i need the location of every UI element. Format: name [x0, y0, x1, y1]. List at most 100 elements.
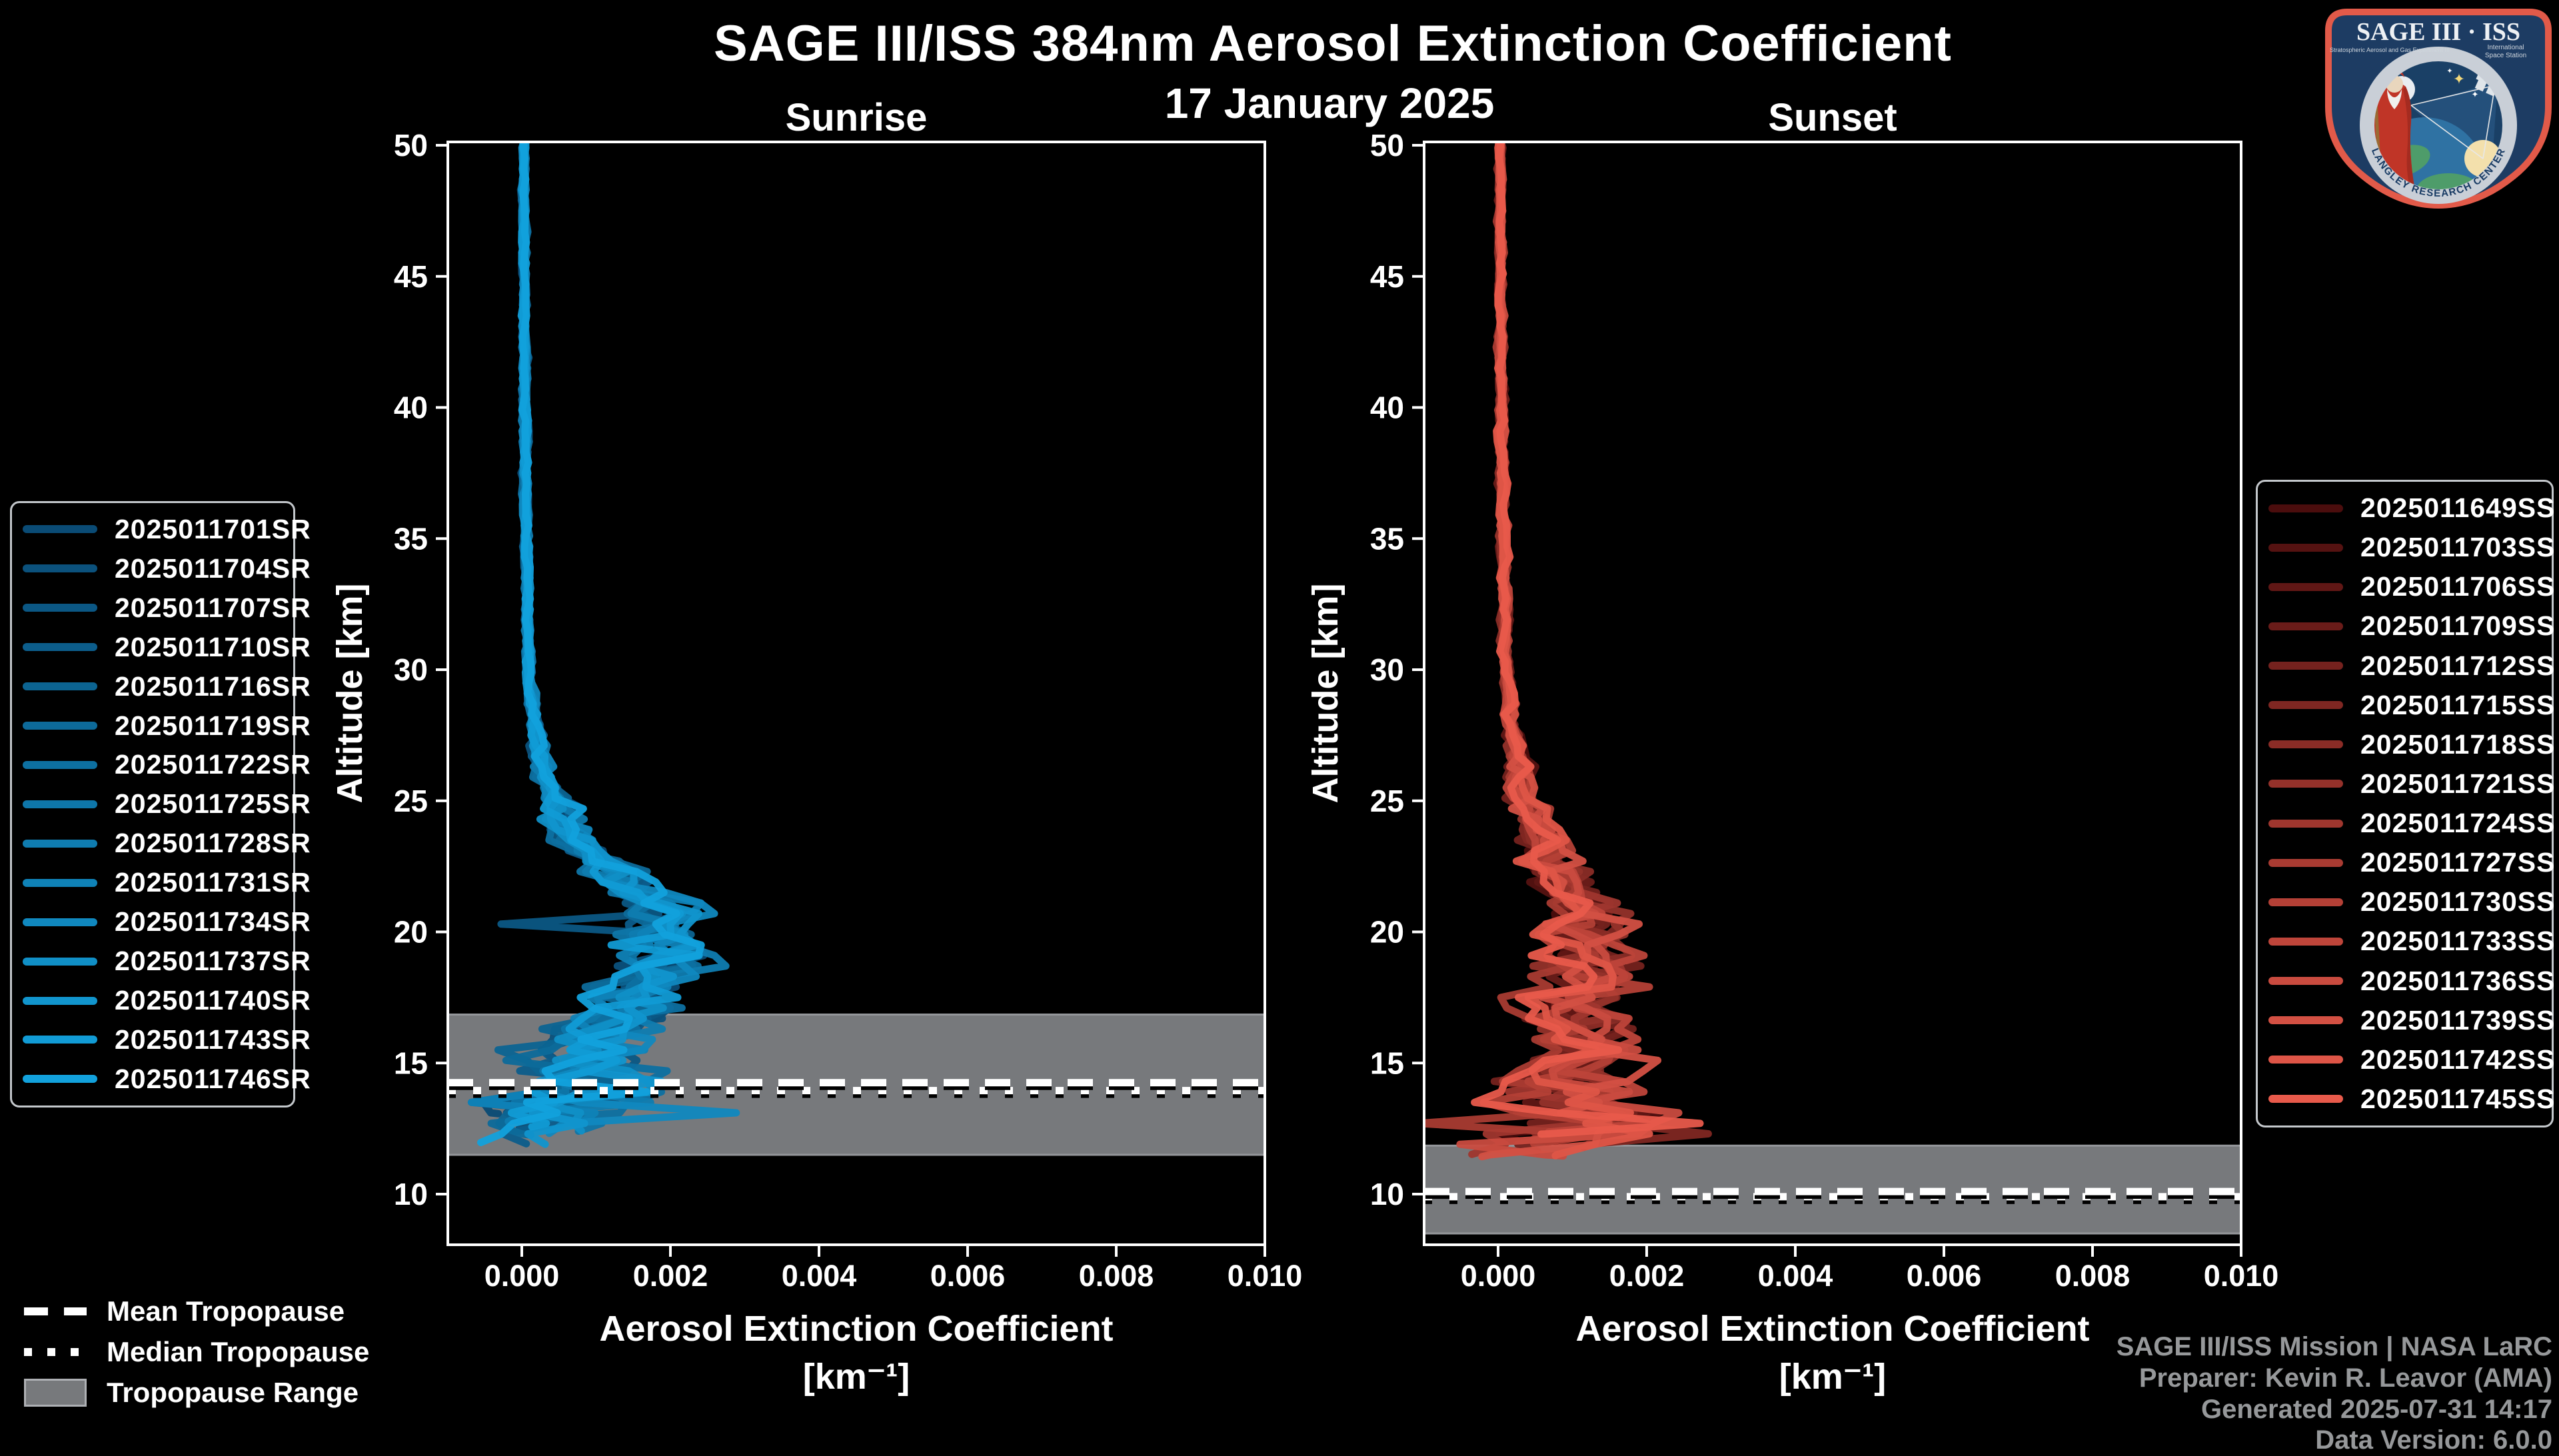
y-tick-label: 45 [1370, 259, 1404, 294]
legend-entry: 2025011716SR [23, 671, 311, 702]
legend-entry: 2025011715SS [2268, 690, 2554, 721]
legend-line-swatch [23, 525, 97, 534]
legend-event-id: 2025011730SS [2360, 886, 2556, 918]
legend-line-swatch [2268, 1016, 2343, 1025]
legend-line-swatch [2268, 504, 2343, 512]
legend-event-id: 2025011731SR [115, 867, 311, 898]
legend-event-id: 2025011721SS [2360, 768, 2556, 799]
y-tick-label: 15 [1370, 1046, 1404, 1080]
legend-line-swatch [23, 839, 97, 848]
credits-line: Preparer: Kevin R. Leavor (AMA) [2138, 1363, 2552, 1393]
legend-item-median-tropopause: Median Tropopause [24, 1336, 370, 1367]
legend-event-id: 2025011743SR [115, 1024, 311, 1055]
legend-event-id: 2025011739SS [2360, 1004, 2556, 1036]
star-icon: ✦ [2453, 71, 2465, 87]
legend-line-swatch [2268, 622, 2343, 630]
sight-line [2410, 85, 2496, 106]
tropopause-range-band [1425, 1145, 2240, 1234]
patch-ring [2360, 47, 2517, 204]
legend-line-swatch [23, 643, 97, 652]
x-tick-label: 0.000 [484, 1259, 560, 1293]
legend-event-id: 2025011727SS [2360, 847, 2556, 878]
figure-date: 17 January 2025 [1164, 79, 1495, 127]
panel-title: Sunrise [786, 96, 928, 139]
y-tick-label: 35 [394, 521, 428, 556]
legend-line-swatch [2268, 1095, 2343, 1103]
patch-subtitle-right: International [2487, 44, 2524, 51]
legend-line-swatch [23, 564, 97, 573]
axes-spines [446, 141, 1266, 1246]
y-tick-label: 20 [1370, 915, 1404, 950]
legend-event-id: 2025011712SS [2360, 650, 2556, 681]
x-tick-label: 0.002 [1609, 1259, 1685, 1293]
legend-entry: 2025011719SR [23, 710, 311, 742]
dashed-line-icon [24, 1307, 87, 1315]
legend-event-id: 2025011734SR [115, 906, 311, 938]
legend-entry: 2025011746SR [23, 1064, 311, 1095]
legend-line-swatch [2268, 898, 2343, 906]
band-swatch-icon [24, 1379, 87, 1407]
credits-block: SAGE III/ISS Mission | NASA LaRC Prepare… [2117, 1331, 2552, 1456]
legend-line-swatch [2268, 543, 2343, 552]
patch-subtitle-left: Stratospheric Aerosol and Gas Experiment… [2330, 47, 2450, 53]
y-tick-label: 25 [1370, 784, 1404, 818]
legend-event-id: 2025011709SS [2360, 610, 2556, 642]
dotted-line-icon [24, 1348, 87, 1356]
legend-event-id: 2025011742SS [2360, 1044, 2556, 1075]
x-tick-label: 0.008 [2055, 1259, 2131, 1293]
legend-line-swatch [2268, 858, 2343, 867]
legend-entry: 2025011733SS [2268, 926, 2554, 957]
x-tick-label: 0.004 [1758, 1259, 1833, 1293]
legend-line-swatch [23, 760, 97, 769]
profile-lines-group [1425, 143, 1712, 1161]
y-tick-label: 40 [1370, 390, 1404, 425]
legend-entry: 2025011707SR [23, 592, 311, 624]
legend-event-id: 2025011649SS [2360, 492, 2556, 524]
legend-event-id: 2025011718SS [2360, 728, 2556, 760]
legend-entry: 2025011703SS [2268, 532, 2554, 563]
legend-entry: 2025011721SS [2268, 768, 2554, 800]
y-tick-label: 45 [394, 259, 428, 294]
legend-event-id: 2025011736SS [2360, 965, 2556, 996]
x-axis-label: Aerosol Extinction Coefficient [1575, 1309, 2089, 1349]
legend-event-id: 2025011724SS [2360, 808, 2556, 839]
legend-entry: 2025011737SR [23, 946, 311, 977]
sight-line [2410, 105, 2484, 159]
sight-line [2482, 85, 2496, 159]
mission-patch-logo: ✦ ✦ ✦ SAGE III · ISS Stratospheric Aeros… [2323, 7, 2552, 209]
x-tick-label: 0.006 [1907, 1259, 1982, 1293]
x-tick-label: 0.010 [1228, 1259, 1303, 1293]
legend-line-swatch [23, 1036, 97, 1044]
legend-item-tropopause-range: Tropopause Range [24, 1377, 369, 1408]
legend-line-swatch [23, 996, 97, 1005]
y-axis-label: Altitude [km] [330, 584, 370, 804]
x-tick-label: 0.008 [1079, 1259, 1154, 1293]
legend-entry: 2025011649SS [2268, 492, 2554, 524]
legend-event-id: 2025011706SS [2360, 571, 2556, 602]
legend-entry: 2025011743SR [23, 1024, 311, 1056]
legend-event-id: 2025011719SR [115, 710, 311, 741]
legend-entry: 2025011727SS [2268, 847, 2554, 878]
earth-land [2416, 173, 2480, 190]
legend-entry: 2025011712SS [2268, 650, 2554, 682]
star-icon: ✦ [2472, 89, 2479, 99]
y-tick-label: 30 [1370, 652, 1404, 687]
legend-line-swatch [2268, 740, 2343, 749]
legend-label: Median Tropopause [107, 1336, 370, 1367]
x-tick-label: 0.010 [2204, 1259, 2279, 1293]
legend-entry: 2025011734SR [23, 906, 311, 938]
legend-event-id: 2025011722SR [115, 749, 311, 780]
legend-line-swatch [2268, 937, 2343, 946]
y-tick-label: 25 [394, 784, 428, 818]
legend-sunset-events: 2025011649SS 2025011703SS 2025011706SS 2025… [2256, 480, 2554, 1127]
legend-entry: 2025011731SR [23, 867, 311, 898]
legend-line-swatch [23, 878, 97, 887]
credits-line: SAGE III/ISS Mission | NASA LaRC [2116, 1332, 2552, 1361]
x-tick-label: 0.004 [782, 1259, 857, 1293]
legend-line-swatch [23, 800, 97, 808]
x-tick-label: 0.000 [1461, 1259, 1536, 1293]
profile-line [477, 143, 705, 1146]
patch-title: SAGE III · ISS [2356, 18, 2520, 46]
y-tick-label: 10 [394, 1177, 428, 1211]
